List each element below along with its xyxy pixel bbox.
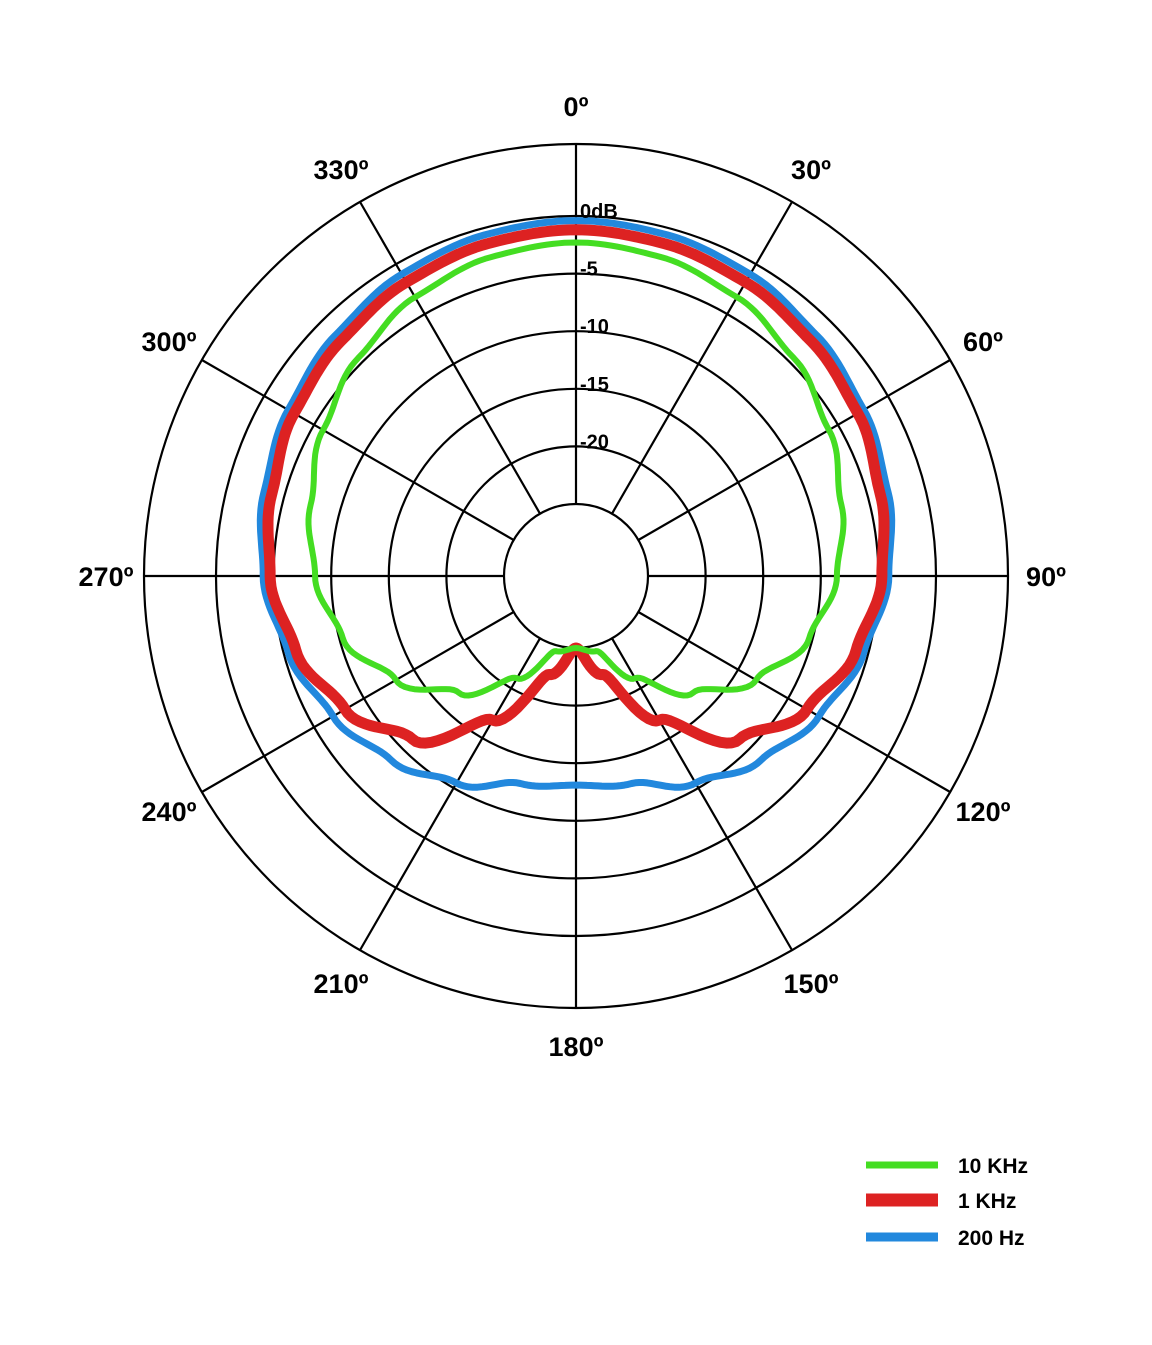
legend-label-0: 10 KHz [958,1155,1028,1178]
spoke-60 [637,359,951,541]
db-label-2: -10 [580,316,609,338]
angle-label-150: 150º [784,969,839,999]
series-1-khz [262,224,890,749]
spoke-240 [201,611,515,793]
angle-label-300: 300º [142,327,197,357]
legend-label-2: 200 Hz [958,1227,1025,1250]
angle-labels: 0º 30º 60º 90º 120º 150º 180º 210º 240º 270º 300º 3… [79,92,1067,1062]
spoke-300 [201,359,515,541]
angle-label-60: 60º [963,327,1003,357]
angle-label-330: 330º [314,155,369,185]
angle-label-90: 90º [1026,562,1066,592]
angle-label-120: 120º [956,797,1011,827]
db-labels: 0dB -5 -10 -15 -20 [580,201,618,453]
spoke-120 [637,611,951,793]
legend-label-1: 1 KHz [958,1190,1016,1213]
polar-spokes [144,144,1008,1008]
polar-series [256,217,896,791]
angle-label-270: 270º [79,562,134,592]
db-label-3: -15 [580,374,609,396]
db-label-1: -5 [580,259,598,281]
series-200-hz [256,217,896,791]
series-10-khz [305,239,847,699]
angle-label-240: 240º [142,797,197,827]
ring-minus-25 [502,502,650,650]
spoke-210 [359,637,541,951]
angle-label-0: 0º [564,92,589,122]
db-label-4: -20 [580,431,609,453]
spoke-330 [359,201,541,515]
angle-label-180: 180º [549,1032,604,1062]
db-label-0: 0dB [580,201,618,223]
legend: 10 KHz 1 KHz 200 Hz [866,1155,1028,1250]
angle-label-30: 30º [791,155,831,185]
spoke-150 [611,637,793,951]
spoke-30 [611,201,793,515]
angle-label-210: 210º [314,969,369,999]
